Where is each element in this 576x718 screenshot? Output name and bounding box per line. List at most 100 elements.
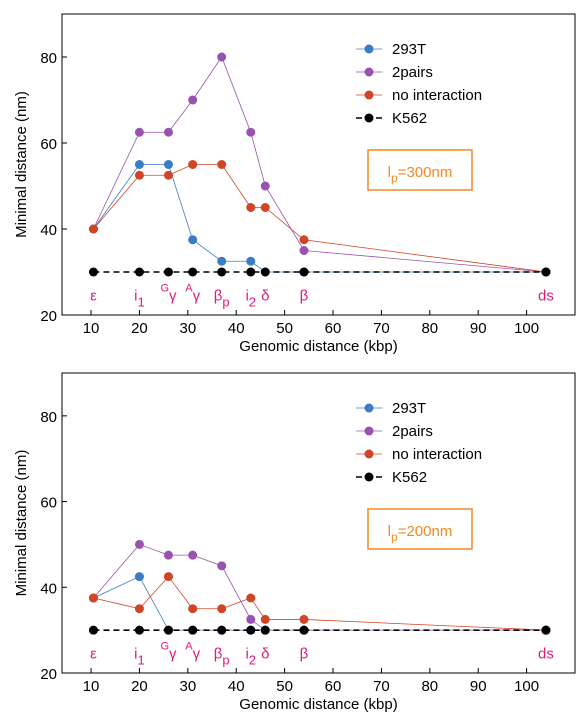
annotation-sub: p	[391, 530, 398, 544]
gene-label: i2	[245, 288, 256, 310]
x-tick-label: 20	[131, 320, 148, 337]
data-point	[299, 246, 309, 255]
x-tick-label: 70	[373, 320, 390, 337]
data-point	[163, 267, 173, 277]
data-point	[134, 127, 144, 137]
gene-label-base: β	[214, 646, 223, 663]
x-tick-label: 20	[131, 678, 148, 695]
data-point	[299, 614, 309, 624]
data-point	[260, 181, 270, 191]
y-axis-title: Minimal distance (nm)	[13, 91, 30, 238]
data-point	[188, 625, 198, 635]
gene-label-base: δ	[261, 288, 269, 305]
gene-label-base: i	[134, 288, 137, 305]
gene-label: ε	[90, 288, 97, 305]
gene-label: i1	[134, 288, 145, 310]
gene-label: Gγ	[160, 641, 177, 663]
y-tick-label: 80	[40, 50, 57, 67]
legend-marker	[364, 449, 374, 459]
annotation-box	[367, 149, 473, 191]
gene-label-sub: 2	[249, 295, 256, 310]
gene-label-base: β	[214, 288, 223, 305]
data-point	[88, 224, 98, 234]
gene-label-sup: A	[185, 283, 193, 295]
annotation-box	[367, 508, 473, 550]
gene-label: i1	[134, 646, 145, 668]
x-tick-label: 90	[470, 320, 487, 337]
data-point	[163, 625, 173, 635]
gene-label-base: γ	[169, 288, 177, 305]
annotation: lp=200nm	[388, 523, 453, 544]
legend-label: 2pairs	[392, 423, 433, 440]
legend-marker	[364, 403, 374, 413]
data-point	[246, 256, 256, 266]
legend-marker	[364, 44, 374, 54]
gene-label-base: β	[300, 288, 309, 305]
series-line	[93, 575, 546, 631]
x-tick-label: 10	[83, 678, 100, 695]
legend-label: 293T	[392, 41, 426, 58]
data-point	[134, 625, 144, 635]
gene-label: βp	[214, 646, 230, 668]
legend-label: no interaction	[392, 87, 482, 104]
legend-marker	[364, 90, 374, 100]
x-tick-label: 30	[179, 320, 196, 337]
annotation-rest: =200nm	[398, 523, 453, 540]
gene-label: i2	[245, 646, 256, 668]
gene-label-base: γ	[193, 288, 201, 305]
gene-label-sub: p	[222, 295, 229, 310]
gene-label: Aγ	[185, 641, 200, 663]
gene-label-base: i	[245, 646, 248, 663]
gene-label: β	[300, 288, 309, 305]
data-point	[88, 267, 98, 277]
y-tick-label: 60	[40, 495, 57, 512]
data-point	[163, 550, 173, 560]
annotation-rest: =300nm	[398, 164, 453, 181]
data-point	[217, 52, 227, 62]
data-point	[188, 160, 198, 169]
annotation-base: l	[388, 523, 391, 540]
data-point	[163, 170, 173, 180]
gene-label-sub: p	[222, 653, 229, 668]
data-point	[134, 160, 144, 169]
data-point	[163, 160, 173, 169]
annotation-base: l	[388, 164, 391, 181]
gene-label: ε	[90, 646, 97, 663]
gene-label-base: ds	[538, 646, 554, 663]
legend-marker	[364, 426, 374, 436]
series-line	[93, 164, 547, 273]
gene-label: Aγ	[185, 283, 200, 305]
legend-label: no interaction	[392, 446, 482, 463]
data-point	[217, 267, 227, 277]
gene-label-base: i	[245, 288, 248, 305]
x-tick-label: 100	[514, 320, 539, 337]
data-point	[134, 572, 144, 582]
data-point	[134, 539, 144, 549]
legend-label: 2pairs	[392, 64, 433, 81]
data-point	[246, 267, 256, 277]
data-point	[260, 203, 270, 212]
data-point	[188, 95, 198, 105]
y-tick-label: 40	[40, 222, 57, 239]
data-point	[246, 203, 256, 212]
x-tick-label: 80	[421, 678, 438, 695]
data-point	[246, 127, 256, 137]
x-tick-label: 50	[276, 678, 293, 695]
gene-label: ds	[538, 646, 554, 663]
legend-marker	[364, 67, 374, 77]
data-point	[188, 604, 198, 614]
y-tick-label: 60	[40, 136, 57, 153]
data-point	[163, 572, 173, 582]
panel: 10 20 30 40 50 60 70 80 90 100 20 40 60 80 Genomic dis…	[13, 372, 576, 713]
gene-label-base: i	[134, 646, 137, 663]
annotation-sub: p	[391, 171, 398, 185]
gene-label-sup: G	[160, 641, 169, 653]
legend-label: K562	[392, 110, 427, 127]
legend-label: 293T	[392, 400, 426, 417]
data-point	[260, 267, 270, 277]
data-point	[299, 625, 309, 635]
data-point	[217, 160, 227, 169]
y-tick-label: 20	[40, 308, 57, 325]
y-tick-label: 80	[40, 409, 57, 426]
